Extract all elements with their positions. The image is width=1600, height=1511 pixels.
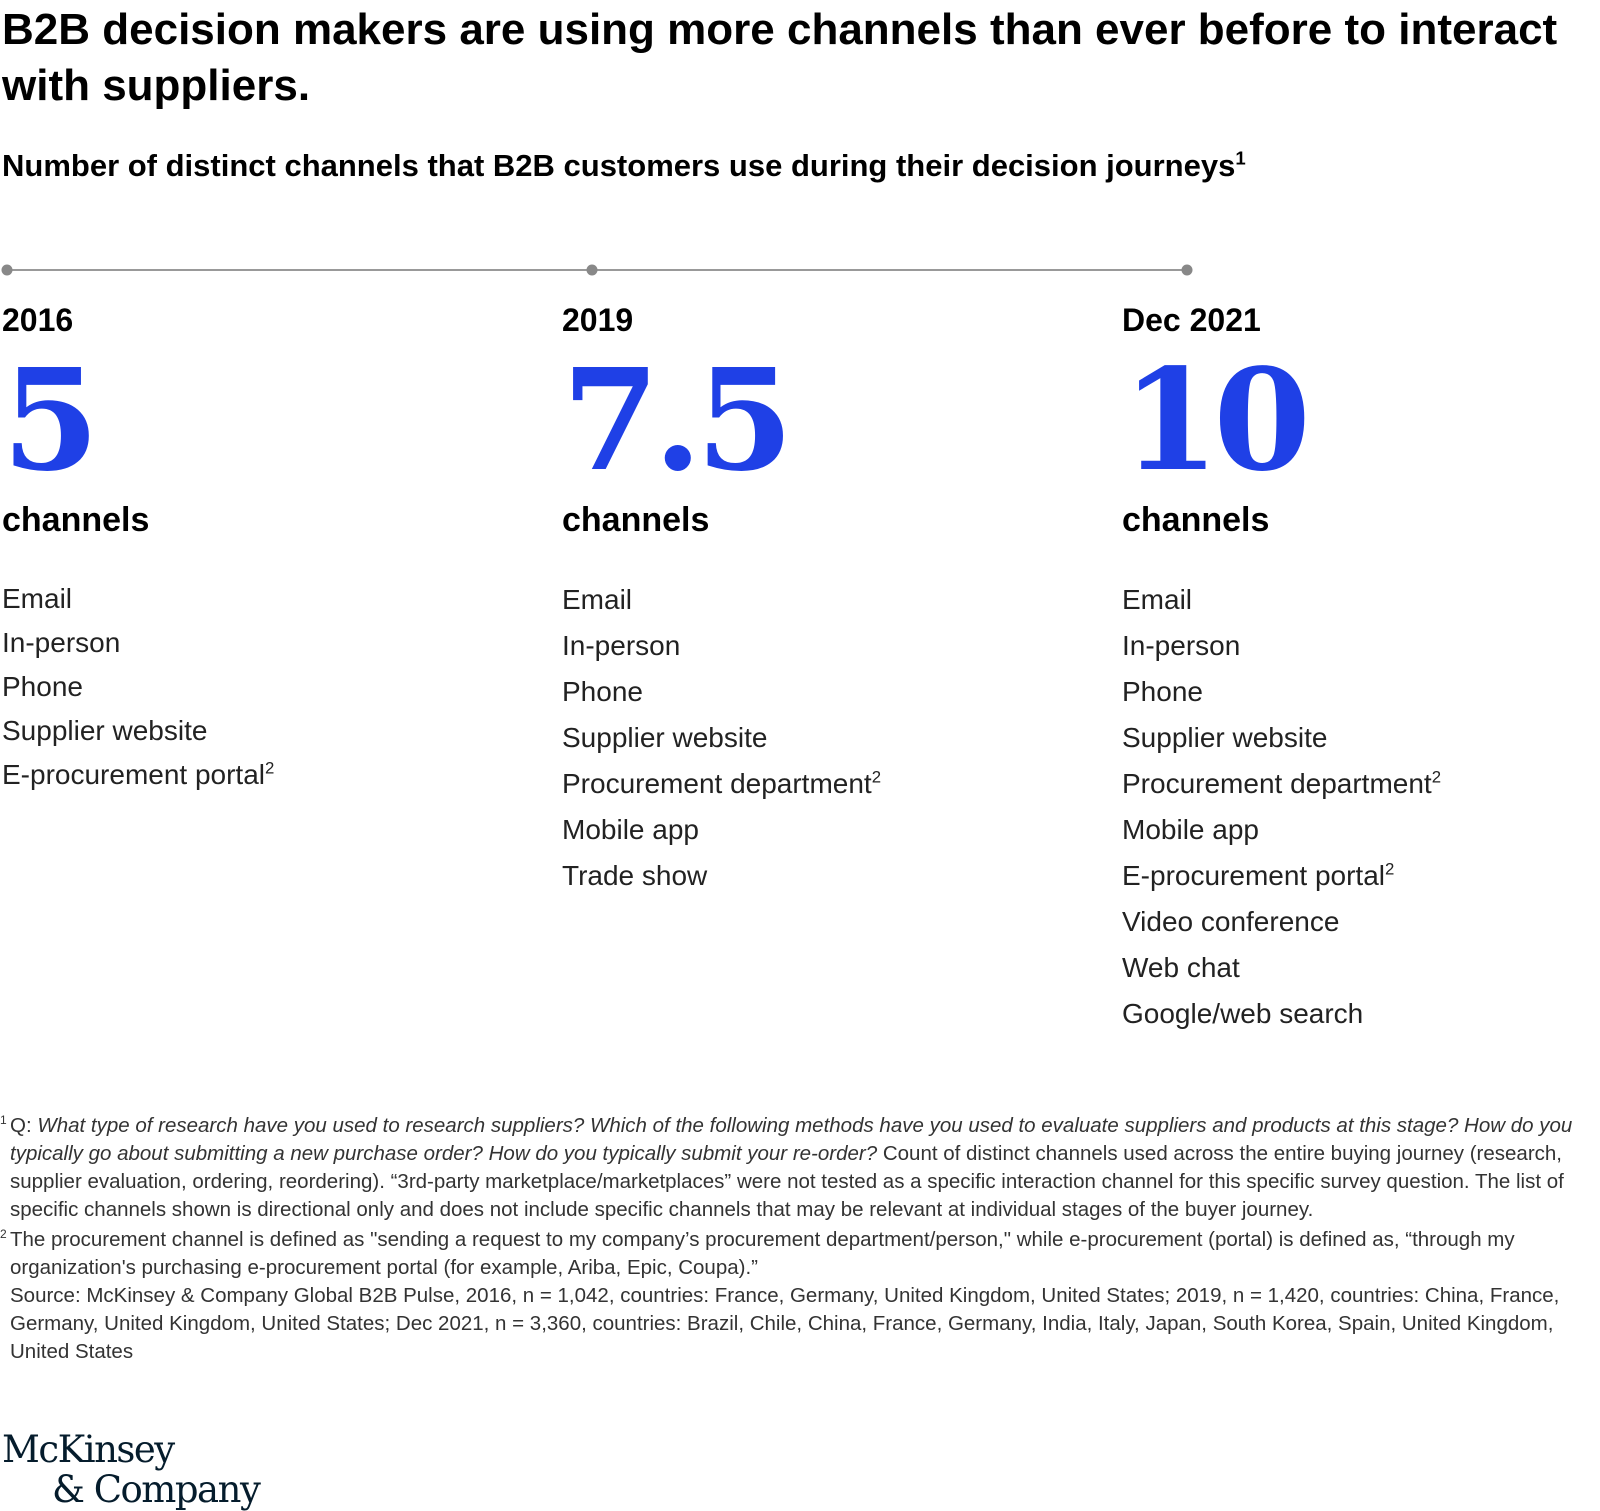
period-column-2016: 2016 5 channels Email In-person Phone Suppl… <box>2 300 502 797</box>
channel-item: E-procurement portal2 <box>2 753 502 797</box>
footnote-2: 2 The procurement channel is defined as "… <box>0 1226 1594 1282</box>
logo-line-1: McKinsey <box>2 1428 175 1471</box>
channel-item: Video conference <box>1122 899 1600 945</box>
channel-name: Supplier website <box>562 722 768 753</box>
chart-subtitle: Number of distinct channels that B2B cus… <box>2 148 1246 184</box>
channel-item: Supplier website <box>2 709 502 753</box>
channel-item: E-procurement portal2 <box>1122 853 1600 899</box>
channel-item: In-person <box>2 621 502 665</box>
channel-name: In-person <box>2 627 121 658</box>
channel-name: In-person <box>562 630 681 661</box>
channel-count-value: 5 <box>2 339 99 503</box>
channel-name: In-person <box>1122 630 1241 661</box>
period-column-2021: Dec 2021 10 channels Email In-person Phone… <box>1122 300 1600 1037</box>
channel-name: E-procurement portal <box>2 759 266 790</box>
channel-item: Mobile app <box>562 807 1062 853</box>
channel-count-value: 10 <box>1122 339 1311 503</box>
channel-footnote-mark: 2 <box>871 767 882 787</box>
channel-name: Email <box>2 583 73 614</box>
channel-name: Email <box>1122 584 1193 615</box>
channel-name: Mobile app <box>562 814 699 845</box>
period-label: 2019 <box>562 302 634 338</box>
channel-name: E-procurement portal <box>1122 860 1386 891</box>
footnote-1-lead: Q: <box>10 1114 38 1137</box>
logo-line-2: & Company <box>52 1468 261 1511</box>
channel-item: Phone <box>2 665 502 709</box>
channel-item: Google/web search <box>1122 991 1600 1037</box>
channel-footnote-mark: 2 <box>1431 767 1442 787</box>
channel-name: Video conference <box>1122 906 1340 937</box>
channel-name: Supplier website <box>2 715 208 746</box>
channel-count-value: 7.5 <box>562 339 794 503</box>
channel-name: Trade show <box>562 860 708 891</box>
footnote-1-question: What type of research have you used to r… <box>10 1114 1573 1165</box>
channel-item: Phone <box>562 669 1062 715</box>
channel-item: Email <box>1122 577 1600 623</box>
footnotes: 1 Q: What type of research have you used … <box>0 1112 1594 1366</box>
channel-item: Phone <box>1122 669 1600 715</box>
channel-footnote-mark: 2 <box>265 758 275 778</box>
channel-count-unit: channels <box>2 501 150 539</box>
channel-item: Web chat <box>1122 945 1600 991</box>
channel-name: Phone <box>562 676 643 707</box>
timeline-dot-2021 <box>1181 264 1193 276</box>
footnote-1: 1 Q: What type of research have you used … <box>0 1112 1594 1224</box>
channel-count-unit: channels <box>562 501 710 539</box>
footnote-1-mark: 1 <box>0 1113 7 1127</box>
source-note: Source: McKinsey & Company Global B2B Pu… <box>10 1284 1560 1363</box>
channel-item: Procurement department2 <box>562 761 1062 807</box>
channel-name: Procurement department <box>562 768 872 799</box>
channel-list: Email In-person Phone Supplier website E-pro… <box>2 577 502 797</box>
channel-item: In-person <box>1122 623 1600 669</box>
channel-name: Google/web search <box>1122 998 1364 1029</box>
channel-name: Phone <box>2 671 83 702</box>
channel-list: Email In-person Phone Supplier website Procu… <box>1122 577 1600 1037</box>
channel-item: Procurement department2 <box>1122 761 1600 807</box>
chart-title: B2B decision makers are using more chann… <box>2 5 1558 110</box>
channel-name: Phone <box>1122 676 1203 707</box>
channel-item: Mobile app <box>1122 807 1600 853</box>
subtitle-footnote-mark: 1 <box>1235 147 1246 169</box>
channel-count-unit: channels <box>1122 501 1270 539</box>
channel-footnote-mark: 2 <box>1385 859 1395 879</box>
footnote-1-text: Count of distinct channels used across t… <box>10 1142 1564 1221</box>
period-label: 2016 <box>2 302 74 338</box>
period-label: Dec 2021 <box>1122 302 1261 338</box>
period-column-2019: 2019 7.5 channels Email In-person Phone Sup… <box>562 300 1062 899</box>
timeline-dot-2019 <box>586 264 598 276</box>
subtitle-text: Number of distinct channels that B2B cus… <box>2 148 1236 183</box>
channel-item: Supplier website <box>562 715 1062 761</box>
channel-item: Supplier website <box>1122 715 1600 761</box>
channel-item: In-person <box>562 623 1062 669</box>
channel-item: Email <box>2 577 502 621</box>
channel-name: Email <box>562 584 633 615</box>
footnote-2-text: The procurement channel is defined as "s… <box>10 1228 1515 1279</box>
footnote-2-mark: 2 <box>0 1227 7 1241</box>
timeline-dot-2016 <box>1 264 13 276</box>
channel-name: Procurement department <box>1122 768 1432 799</box>
channel-name: Supplier website <box>1122 722 1328 753</box>
mckinsey-logo: McKinsey & Company <box>2 1428 261 1511</box>
timeline <box>1 264 1193 276</box>
channel-list: Email In-person Phone Supplier website Procu… <box>562 577 1062 899</box>
channel-item: Email <box>562 577 1062 623</box>
channel-name: Mobile app <box>1122 814 1259 845</box>
channel-item: Trade show <box>562 853 1062 899</box>
channel-name: Web chat <box>1122 952 1240 983</box>
